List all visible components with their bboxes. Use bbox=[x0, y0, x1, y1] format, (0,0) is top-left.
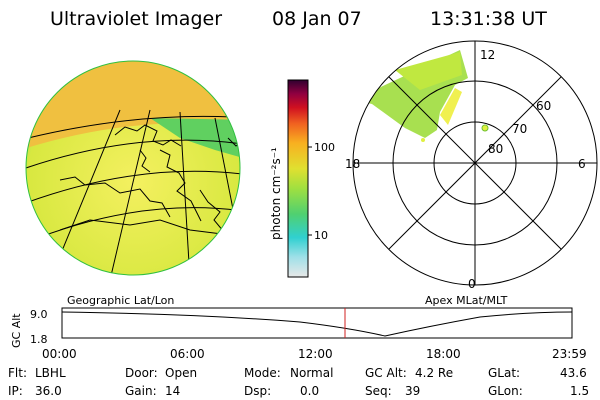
glon-value: 1.5 bbox=[570, 384, 590, 398]
observation-date: 08 Jan 07 bbox=[272, 8, 362, 30]
observation-time: 13:31:38 UT bbox=[430, 8, 547, 30]
glat-label: GLat: bbox=[488, 366, 521, 380]
time-tick-1800: 18:00 bbox=[426, 347, 461, 361]
apex-panel-label: Apex MLat/MLT bbox=[425, 294, 508, 307]
glat-value: 43.6 bbox=[560, 366, 587, 380]
dsp-label: Dsp: bbox=[244, 384, 272, 398]
time-tick-1200: 12:00 bbox=[298, 347, 333, 361]
seq-value: 39 bbox=[405, 384, 421, 398]
mlt-label-0: 0 bbox=[468, 277, 476, 291]
gcalt-label: GC Alt: bbox=[365, 366, 407, 380]
colorbar-unit-label: photon cm⁻²s⁻¹ bbox=[269, 147, 283, 240]
ip-value: 36.0 bbox=[35, 384, 62, 398]
ip-label: IP: bbox=[8, 384, 23, 398]
gain-label: Gain: bbox=[125, 384, 157, 398]
colorbar: 100 10 photon cm⁻²s⁻¹ bbox=[269, 79, 335, 278]
altitude-ytick-1-8: 1.8 bbox=[30, 333, 48, 346]
time-tick-0000: 00:00 bbox=[42, 347, 77, 361]
gain-value: 14 bbox=[165, 384, 181, 398]
seq-label: Seq: bbox=[365, 384, 392, 398]
altitude-curve bbox=[61, 311, 573, 337]
earth-limb bbox=[25, 60, 241, 276]
door-value: Open bbox=[165, 366, 198, 380]
mlat-label-70: 70 bbox=[512, 122, 527, 136]
door-label: Door: bbox=[125, 366, 158, 380]
gcalt-value: 4.2 Re bbox=[415, 366, 454, 380]
mlt-label-18: 18 bbox=[345, 157, 360, 171]
geographic-panel-label: Geographic Lat/Lon bbox=[67, 294, 174, 307]
flt-label: Flt: bbox=[8, 366, 27, 380]
altitude-ylabel: GC Alt bbox=[10, 313, 23, 348]
glon-label: GLon: bbox=[488, 384, 523, 398]
mlat-label-80: 80 bbox=[488, 142, 503, 156]
altitude-timeline: GC Alt 9.0 1.8 00:00 06:00 12:00 18:00 2… bbox=[10, 307, 587, 361]
polar-plot: 12 0 18 6 60 70 80 bbox=[345, 40, 598, 291]
time-tick-0600: 06:00 bbox=[170, 347, 205, 361]
time-tick-2359: 23:59 bbox=[552, 347, 587, 361]
colorbar-tick-10: 10 bbox=[314, 229, 328, 242]
mlt-label-6: 6 bbox=[578, 157, 586, 171]
dsp-value: 0.0 bbox=[300, 384, 320, 398]
mlat-label-60: 60 bbox=[536, 99, 551, 113]
altitude-ytick-9: 9.0 bbox=[30, 308, 48, 321]
geographic-image bbox=[26, 61, 240, 275]
mode-label: Mode: bbox=[244, 366, 281, 380]
mode-value: Normal bbox=[290, 366, 334, 380]
mlt-label-12: 12 bbox=[480, 48, 495, 62]
instrument-title: Ultraviolet Imager bbox=[50, 8, 223, 30]
colorbar-tick-100: 100 bbox=[314, 141, 335, 154]
flt-value: LBHL bbox=[35, 366, 66, 380]
